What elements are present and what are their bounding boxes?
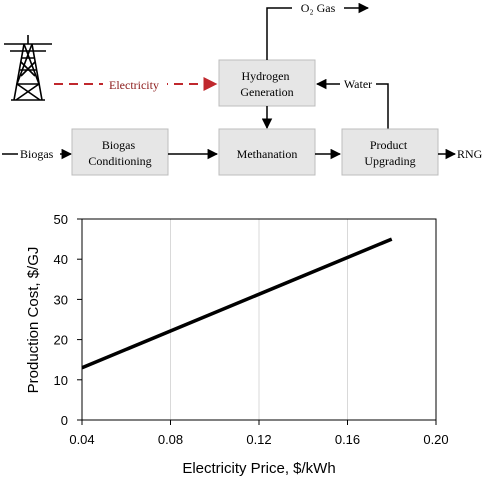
process-diagram: Electricity Hydrogen Generation O₂ Gas W… bbox=[2, 0, 483, 176]
x-tick-label: 0.20 bbox=[423, 432, 448, 447]
o2-gas-arrow bbox=[266, 2, 370, 60]
x-tick-label: 0.08 bbox=[158, 432, 183, 447]
chart-ticks: 0.04 0.08 0.12 0.16 0.20 0 10 20 30 40 50 bbox=[54, 212, 449, 447]
y-tick-label: 50 bbox=[54, 212, 68, 227]
hydrogen-generation-label: Hydrogen Generation bbox=[240, 69, 293, 99]
biogas-conditioning-label: Biogas Conditioning bbox=[88, 138, 151, 168]
biogas-conditioning-box bbox=[71, 128, 169, 176]
plot-area-frame bbox=[81, 218, 437, 421]
y-tick-label: 40 bbox=[54, 252, 68, 267]
methanation-label: Methanation bbox=[237, 147, 298, 161]
water-label: Water bbox=[344, 77, 372, 91]
y-axis-label: Production Cost, $/GJ bbox=[25, 247, 42, 394]
methanation-box bbox=[218, 128, 316, 176]
line-chart: 0.04 0.08 0.12 0.16 0.20 0 10 20 30 40 50 Electric… bbox=[25, 212, 449, 477]
x-axis-label: Electricity Price, $/kWh bbox=[182, 460, 335, 477]
chart-series bbox=[81, 237, 393, 370]
product-upgrading-label: Product Upgrading bbox=[364, 138, 415, 168]
y-tick-label: 30 bbox=[54, 292, 68, 307]
y-tick-label: 20 bbox=[54, 333, 68, 348]
hydrogen-generation-box bbox=[218, 59, 316, 107]
series-line bbox=[81, 237, 393, 370]
electricity-label: Electricity bbox=[109, 78, 159, 92]
y-tick-label: 10 bbox=[54, 373, 68, 388]
o2-gas-label: O₂ Gas bbox=[301, 1, 336, 15]
rng-label: RNG bbox=[457, 147, 483, 161]
y-tick-label: 0 bbox=[61, 413, 68, 428]
power-tower-icon bbox=[4, 35, 52, 101]
biogas-input-label: Biogas bbox=[20, 147, 54, 161]
x-tick-label: 0.12 bbox=[246, 432, 271, 447]
chart-grid bbox=[170, 219, 348, 420]
product-upgrading-box bbox=[341, 128, 439, 176]
x-tick-label: 0.16 bbox=[335, 432, 360, 447]
x-tick-label: 0.04 bbox=[69, 432, 94, 447]
